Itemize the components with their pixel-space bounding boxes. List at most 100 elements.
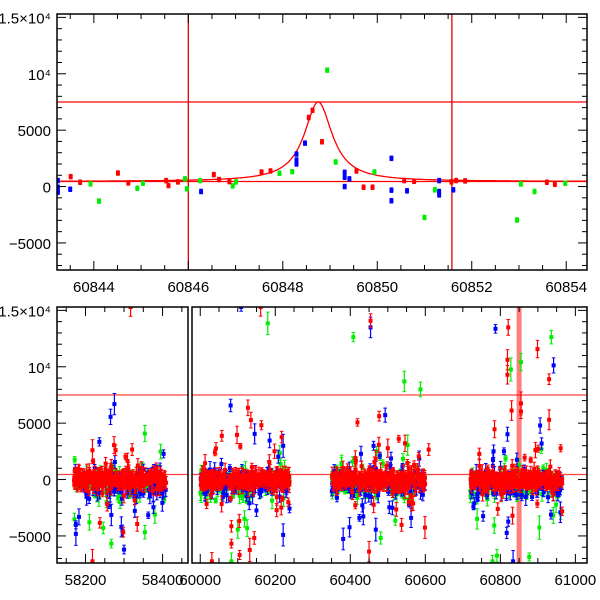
outlier-point-green (109, 538, 114, 549)
data-point-marker (217, 177, 222, 182)
outlier-point-green (229, 552, 234, 563)
data-point-marker (405, 443, 410, 448)
data-point-marker (110, 474, 115, 479)
data-point-marker (259, 169, 264, 174)
data-point-marker (120, 470, 125, 475)
data-point-marker (112, 486, 117, 491)
data-point-marker (152, 512, 157, 517)
plot-area-segment (57, 307, 188, 563)
data-point-marker (302, 141, 307, 146)
data-point-marker (73, 531, 78, 536)
data-point-green (135, 185, 140, 191)
data-point-marker (97, 520, 102, 525)
data-point-red (139, 469, 144, 487)
data-point-marker (99, 470, 104, 475)
data-point-blue (254, 504, 259, 517)
data-point-red (164, 177, 169, 184)
data-point-marker (72, 480, 77, 485)
data-point-marker (437, 189, 442, 194)
data-point-marker (105, 489, 110, 494)
data-point-marker (95, 487, 100, 492)
data-point-marker (265, 321, 270, 326)
data-point-marker (86, 470, 91, 475)
data-point-marker (361, 185, 366, 190)
data-point-marker (563, 181, 568, 186)
data-point-green (277, 170, 282, 176)
outlier-point-blue (97, 437, 102, 447)
outlier-point-red (121, 526, 126, 538)
outlier-point-green (142, 525, 147, 540)
data-point-marker (84, 491, 89, 496)
data-point-marker (241, 493, 246, 498)
data-point-red (121, 468, 126, 486)
data-point-red (217, 176, 222, 183)
data-point-marker (521, 490, 526, 495)
data-point-red (103, 469, 108, 486)
data-point-green (518, 181, 523, 187)
data-point-red (78, 179, 83, 186)
data-point-marker (494, 553, 499, 558)
data-point-marker (77, 474, 82, 479)
data-point-red (135, 458, 140, 474)
data-point-marker (129, 477, 134, 482)
data-point-marker (294, 158, 299, 163)
top-panel-zoom-view: −5000 0 5000 10⁴ 1.5×10⁴ 60844 60846 60848 60850… (0, 10, 588, 296)
data-point-marker (227, 179, 232, 184)
data-point-marker (277, 451, 282, 456)
data-point-marker (354, 168, 359, 173)
data-point-marker (101, 525, 106, 530)
data-point-marker (454, 178, 459, 183)
data-point-blue (68, 186, 73, 193)
data-point-marker (142, 431, 147, 436)
data-point-marker (199, 189, 204, 194)
data-point-marker (127, 471, 132, 476)
data-point-marker (109, 485, 114, 490)
data-point-marker (91, 473, 96, 478)
data-point-marker (380, 461, 385, 466)
data-point-green (290, 168, 295, 175)
data-point-marker (75, 476, 80, 481)
data-point-red (162, 470, 167, 488)
data-point-green (213, 497, 218, 504)
data-point-green (158, 443, 163, 460)
data-point-marker (57, 185, 60, 190)
data-point-marker (151, 471, 156, 476)
data-point-marker (103, 475, 108, 480)
y-tick-label: 1.5×10⁴ (0, 10, 51, 27)
data-point-green (230, 183, 235, 189)
data-point-marker (103, 461, 108, 466)
data-point-marker (97, 491, 102, 496)
data-point-marker (229, 559, 234, 563)
data-point-green (492, 517, 497, 534)
data-point-marker (342, 170, 347, 175)
data-point-blue (347, 176, 352, 182)
data-point-blue (437, 177, 442, 184)
data-point-marker (541, 466, 546, 471)
data-point-blue (57, 177, 60, 184)
data-point-red (370, 184, 375, 190)
data-point-red (454, 177, 459, 184)
data-point-marker (347, 176, 352, 181)
data-point-marker (132, 508, 137, 513)
data-point-red (552, 181, 557, 188)
data-point-red (75, 472, 80, 485)
data-point-marker (146, 513, 151, 518)
data-point-green (140, 180, 145, 187)
data-point-marker (490, 559, 495, 563)
data-point-marker (90, 478, 95, 483)
data-point-marker (389, 198, 394, 203)
data-point-marker (72, 478, 77, 483)
outlier-point-blue (132, 503, 137, 518)
data-point-red (123, 453, 128, 461)
data-point-marker (532, 189, 537, 194)
outlier-point-green (101, 521, 106, 535)
data-point-marker (68, 187, 73, 192)
data-point-marker (422, 215, 427, 220)
data-point-blue (451, 187, 456, 193)
data-point-marker (151, 505, 156, 510)
outlier-point-blue (122, 544, 127, 555)
data-point-marker (242, 516, 247, 521)
data-point-marker (119, 496, 124, 501)
data-point-marker (116, 490, 121, 495)
